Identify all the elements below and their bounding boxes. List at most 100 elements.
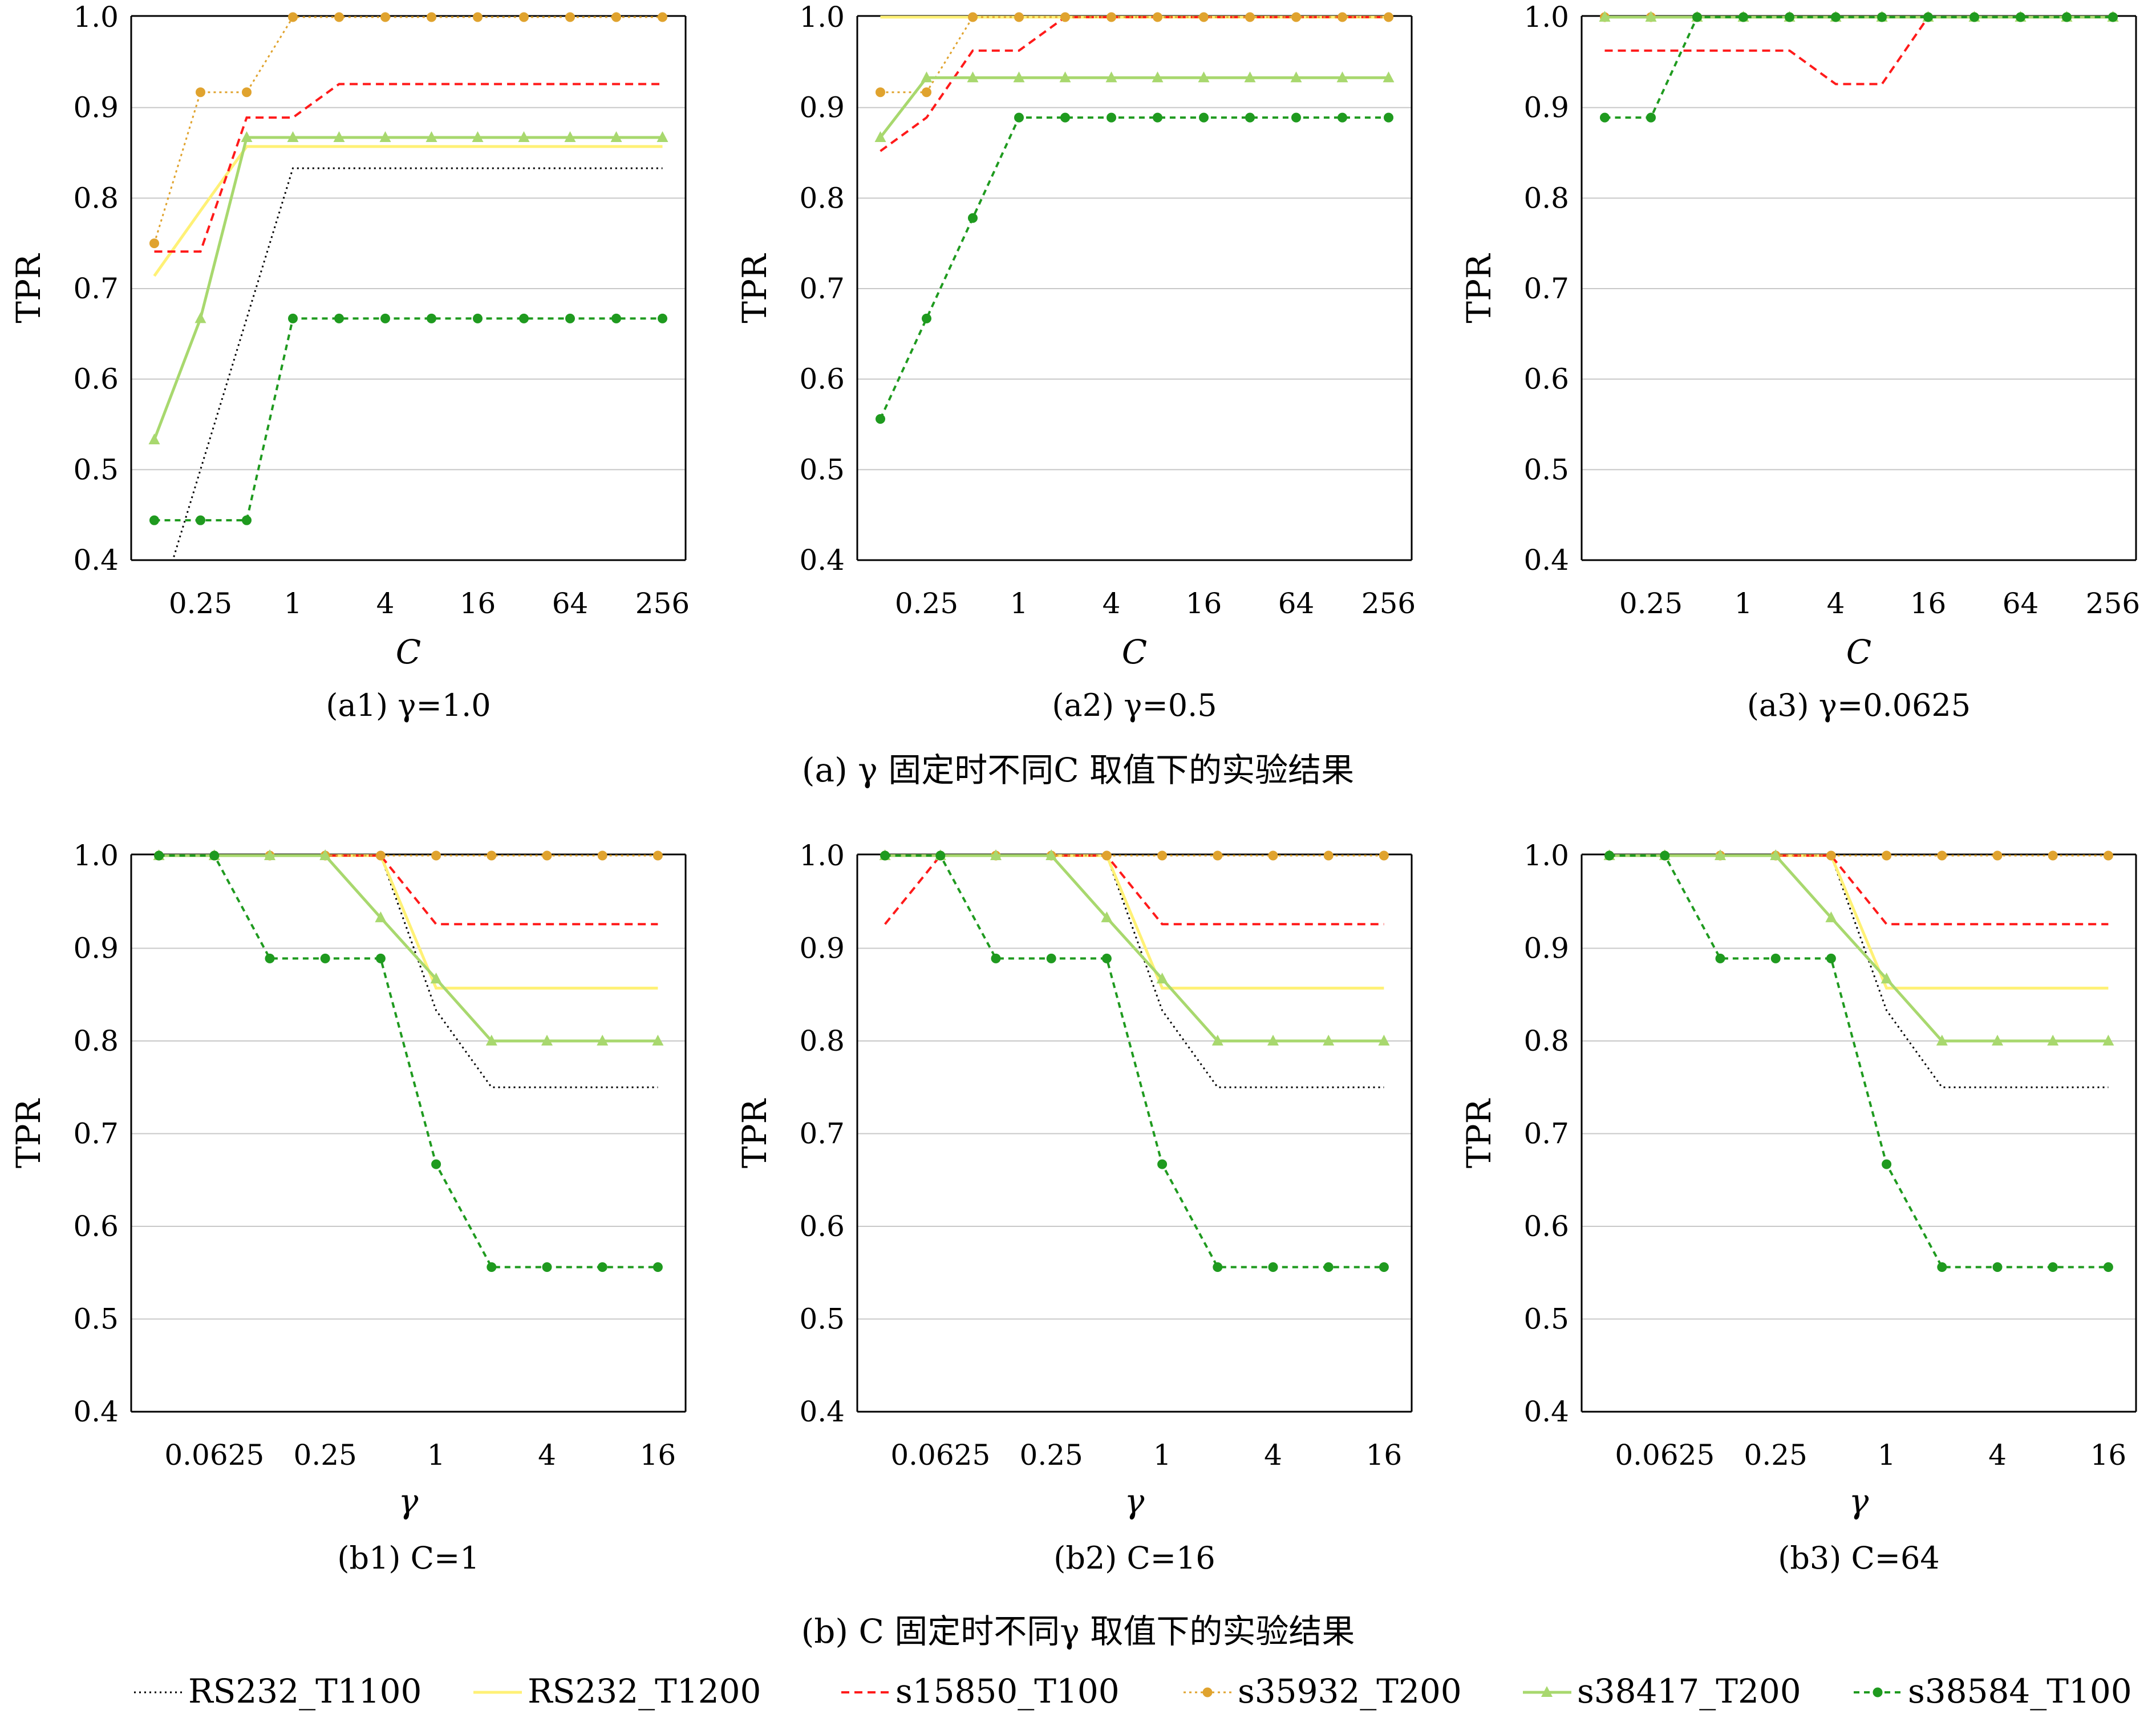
series-line-s15850_T100 [154,83,663,253]
data-point [1937,1262,1947,1272]
data-point [968,12,978,22]
data-point [2103,850,2113,861]
chart-panel-b3: 0.4 0.5 0.6 0.7 0.8 0.9 1.0 0.0625 0.25 1 4 16 γ TPR (… [1460,839,2137,1576]
chart-panel-a1: 0.4 0.5 0.6 0.7 0.8 0.9 1.0 0.25 1 4 16 64 256 C TPR (a… [9,1,690,723]
data-point [380,313,390,323]
y-tick-label: 0.5 [799,453,845,486]
data-point [610,131,622,143]
data-point [1213,850,1223,861]
data-point [565,313,575,323]
data-point [1268,850,1278,861]
panel-caption: (b3) C=64 [1778,1540,1940,1576]
data-point [288,12,298,22]
data-point [1268,1262,1278,1272]
data-point [565,12,575,22]
data-point [149,238,159,249]
x-tick-label: 1 [427,1439,445,1472]
data-point [2108,12,2118,22]
y-tick-label: 0.5 [1523,1303,1569,1336]
data-point [1198,71,1210,83]
data-point [1825,911,1837,922]
data-point [1105,71,1117,83]
data-point [319,849,331,860]
data-point [1156,973,1168,984]
x-axis-label: C [1122,633,1147,671]
data-point [2102,1035,2114,1046]
data-point [1384,112,1393,123]
data-point [265,953,275,963]
data-point [1715,953,1725,963]
data-point [288,313,298,323]
data-point [1770,953,1781,963]
legend-label: RS232_T1200 [528,1672,761,1711]
data-point [874,131,886,143]
x-tick-label: 256 [635,587,690,620]
data-point [1936,1035,1948,1046]
data-point [320,953,330,963]
x-tick-label: 1 [284,587,302,620]
y-tick-label: 0.8 [1523,1024,1569,1057]
data-point [652,1035,664,1046]
data-point [1211,1035,1223,1046]
data-point [149,515,159,525]
data-point [1379,850,1389,861]
y-tick-label: 0.6 [799,363,845,396]
y-tick-label: 0.5 [1523,453,1569,486]
data-point [564,131,576,143]
data-point [431,1159,441,1169]
x-axis-label: γ [399,1482,419,1521]
x-tick-label: 256 [1361,587,1416,620]
data-point [1738,12,1748,22]
y-tick-label: 0.6 [73,1210,119,1243]
panel-caption: (a2) γ=0.5 [1052,687,1217,723]
series-line-s38584_T100 [154,317,663,522]
x-tick-label: 0.0625 [164,1439,264,1472]
x-tick-label: 4 [1988,1439,2007,1472]
y-tick-label: 1.0 [1523,1,1569,34]
y-axis-label: TPR [1460,253,1498,323]
y-tick-label: 0.8 [799,1024,845,1057]
x-tick-label: 1 [1734,587,1753,620]
data-point [379,131,391,143]
data-point [519,12,529,22]
data-point [1770,849,1782,860]
x-axis-label: C [1846,633,1871,671]
data-point [431,850,441,861]
data-point [1969,12,1979,22]
data-point [264,849,275,860]
y-tick-label: 0.7 [799,1117,845,1150]
x-tick-label: 0.25 [895,587,958,620]
data-point [542,850,552,861]
data-point [1338,12,1347,22]
data-point [375,850,386,861]
data-point [485,1035,497,1046]
data-point [1245,12,1255,22]
data-point [1199,12,1209,22]
data-point [380,12,390,22]
data-point [597,850,607,861]
y-tick-label: 0.4 [799,1395,845,1428]
x-tick-label: 4 [376,587,395,620]
y-tick-label: 0.9 [73,932,119,965]
data-point [241,131,253,143]
data-point [653,850,663,861]
data-point [427,313,436,323]
data-point [1600,112,1610,123]
series-line-RS232_T1100 [172,167,663,560]
panel-caption: (b2) C=16 [1053,1540,1215,1576]
group-caption-a: (a) γ 固定时不同C 取值下的实验结果 [802,751,1354,789]
data-point [2103,1262,2113,1272]
data-point [487,1262,497,1272]
data-point [1157,850,1168,861]
data-point [487,850,497,861]
y-tick-label: 1.0 [799,839,845,872]
series-line-s15850_T100 [1604,16,2113,86]
data-point [1831,12,1841,22]
series-line-s38584_T100 [885,854,1384,1269]
series-line-s38417_T200 [1609,854,2109,1043]
chart-panel-a2: 0.4 0.5 0.6 0.7 0.8 0.9 1.0 0.25 1 4 16 64 256 C TPR (a… [735,1,1416,723]
data-point [990,849,1002,860]
y-tick-label: 0.5 [73,1303,119,1336]
data-point [1213,1262,1223,1272]
y-tick-label: 0.9 [1523,932,1569,965]
